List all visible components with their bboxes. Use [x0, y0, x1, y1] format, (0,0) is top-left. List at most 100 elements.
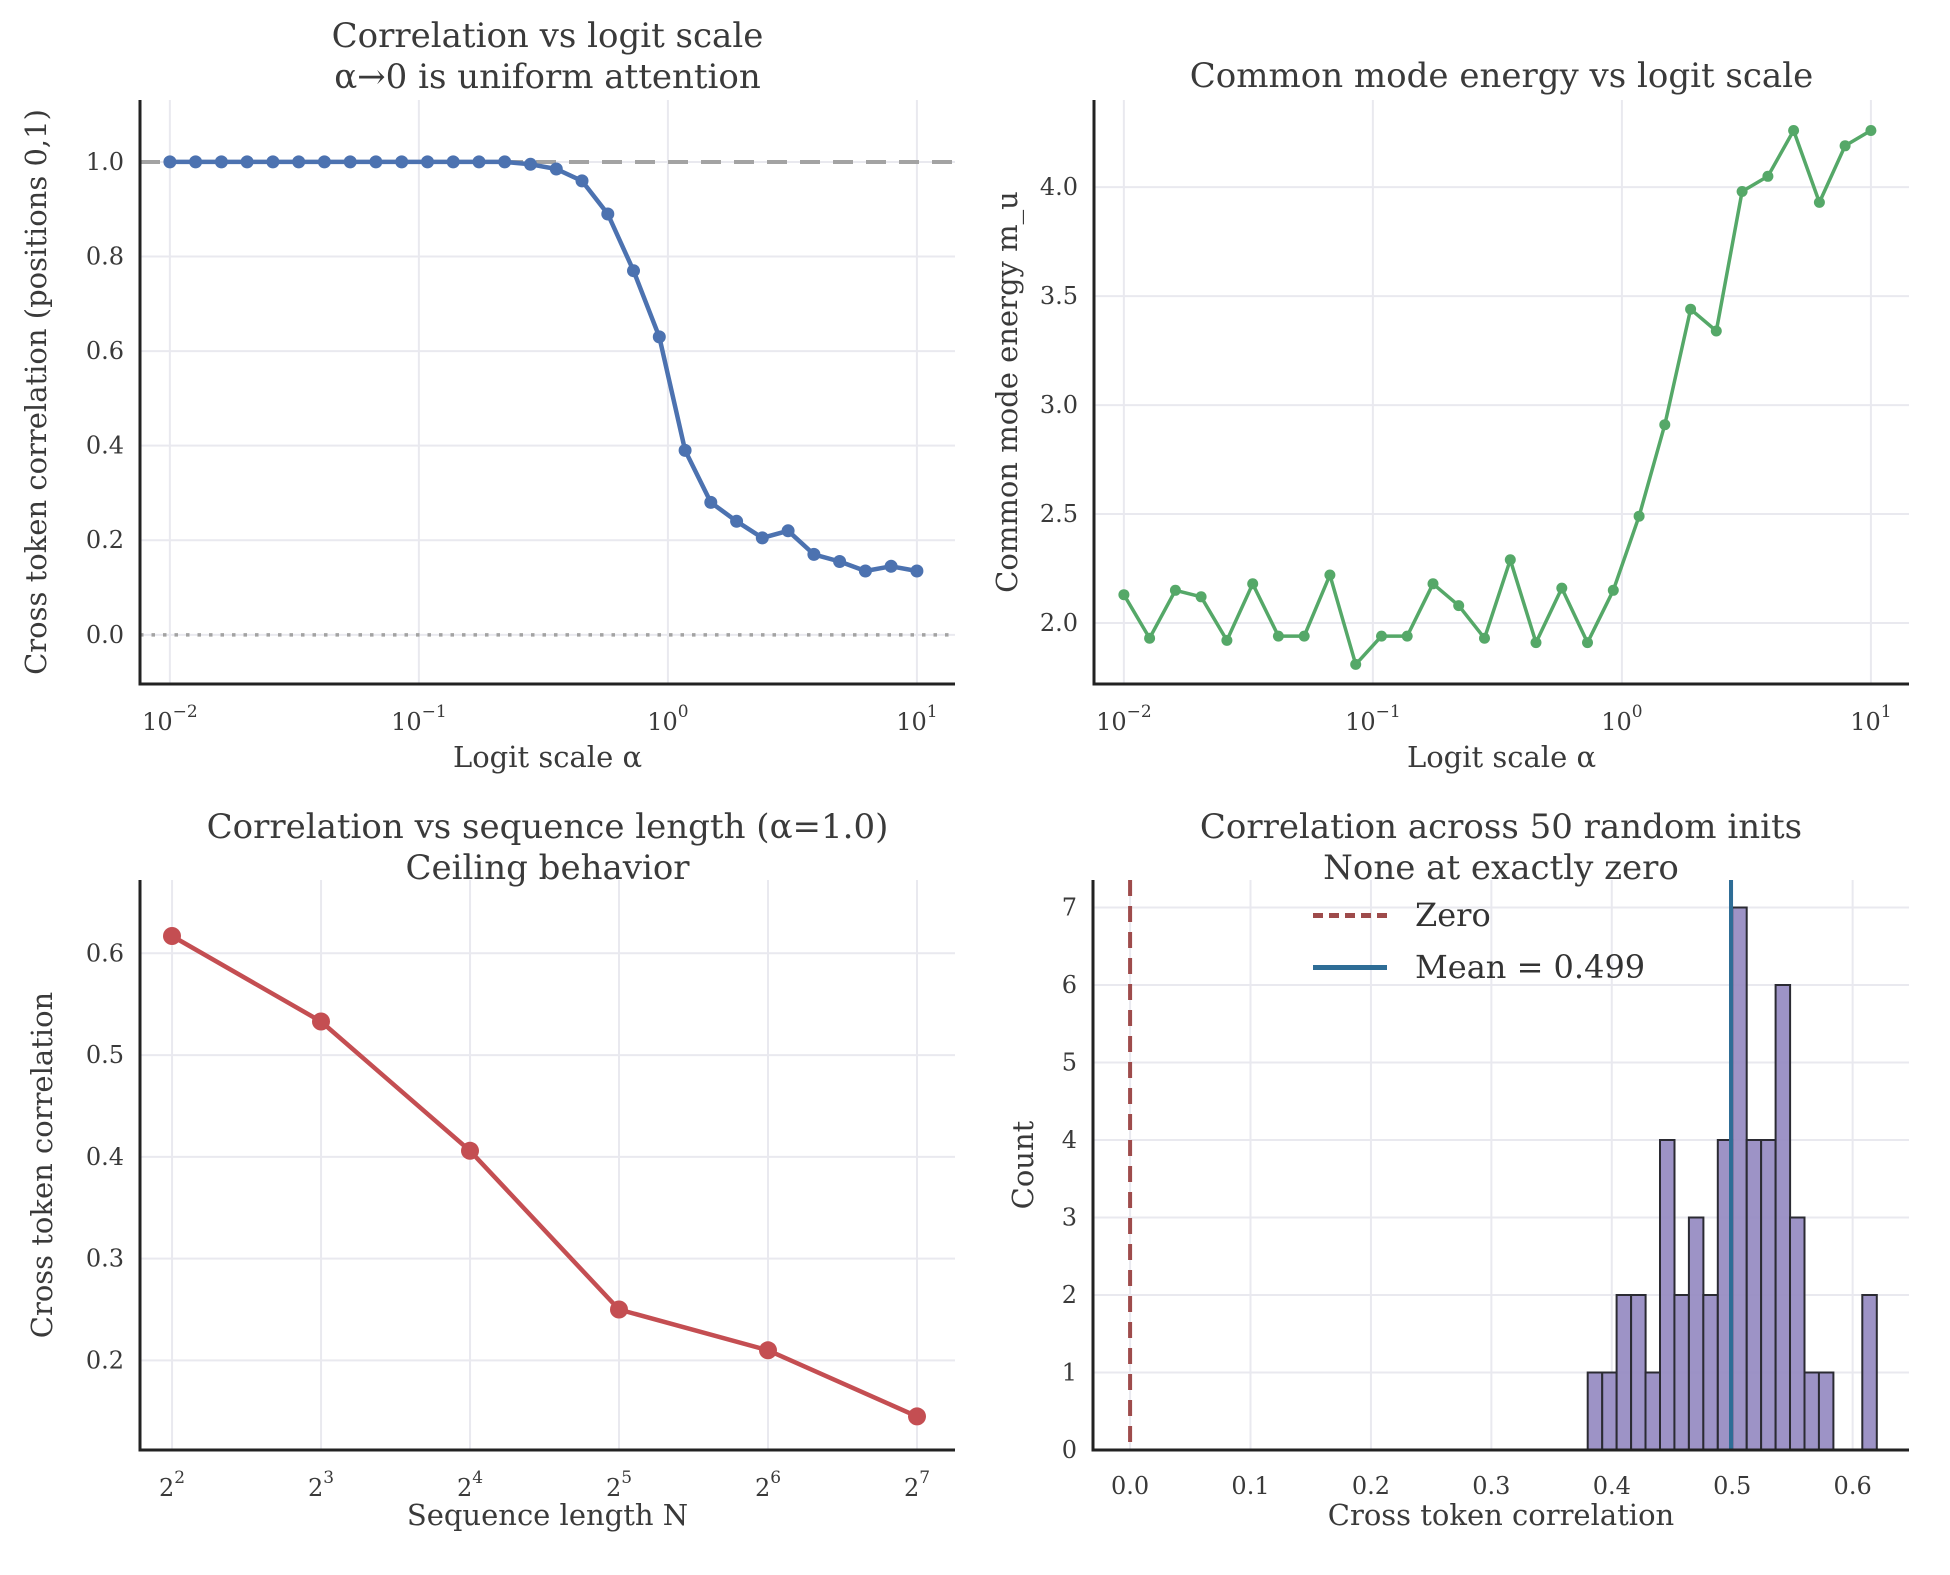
chart-title-line-2: Ceiling behavior — [405, 848, 690, 888]
data-point-marker — [214, 155, 228, 169]
chart-title: Common mode energy vs logit scale — [1094, 56, 1909, 97]
x-tick-label: 0.2 — [1352, 1472, 1390, 1500]
data-point-marker — [1221, 634, 1233, 646]
x-tick-label: 10−2 — [1096, 702, 1152, 736]
subplot-corr-vs-sequence-length: Correlation vs sequence length (α=1.0) C… — [0, 787, 975, 1575]
x-tick-label: 100 — [1601, 702, 1642, 736]
data-point-marker — [678, 443, 692, 457]
data-point-marker — [1607, 584, 1619, 596]
data-point-marker — [1144, 632, 1156, 644]
y-tick-label: 0 — [1062, 1436, 1077, 1464]
data-point-marker — [910, 564, 924, 578]
data-point-marker — [395, 155, 409, 169]
chart-title-line-2: α→0 is uniform attention — [334, 57, 761, 97]
histogram-bar — [1630, 1294, 1647, 1451]
data-point-marker — [908, 1407, 926, 1426]
histogram-bar — [1673, 1294, 1690, 1451]
chart-plot-area: 10−2 10−1 100 101 0.0 0.2 0.4 0.6 0.8 1.0 — [86, 100, 955, 736]
zero-line-legend-sample-icon — [1313, 912, 1387, 918]
data-point-marker — [1272, 630, 1284, 642]
data-point-marker — [1813, 196, 1825, 208]
y-tick-label: 1 — [1062, 1359, 1077, 1387]
x-tick-label: 10−1 — [391, 702, 447, 736]
y-tick-label: 4.0 — [1040, 173, 1078, 201]
histogram-bar — [1601, 1371, 1618, 1451]
y-tick-label: 1.0 — [86, 148, 124, 176]
data-point-marker — [1659, 419, 1671, 431]
data-point-marker — [1582, 637, 1593, 649]
x-tick-label: 23 — [308, 1468, 334, 1502]
subplot-corr-vs-logit-scale: Correlation vs logit scale α→0 is unifor… — [0, 0, 975, 788]
y-tick-label: 2.5 — [1040, 500, 1078, 528]
data-point-marker — [266, 155, 280, 169]
chart-title-line-1: Correlation vs sequence length (α=1.0) — [206, 807, 889, 847]
data-point-marker — [1195, 591, 1207, 603]
data-point-marker — [1504, 554, 1516, 566]
data-point-marker — [163, 927, 181, 945]
legend-item-mean: Mean = 0.499 — [1313, 941, 1645, 993]
data-point-marker — [807, 547, 821, 561]
data-point-marker — [524, 157, 537, 171]
histogram-bar — [1731, 906, 1748, 1451]
data-point-marker — [1685, 303, 1697, 315]
data-point-marker — [421, 155, 434, 169]
legend-label-zero: Zero — [1415, 896, 1491, 934]
chart-title: Correlation vs sequence length (α=1.0) C… — [140, 807, 955, 889]
data-point-marker — [292, 155, 306, 169]
data-point-marker — [858, 564, 872, 578]
y-tick-label: 0.4 — [86, 432, 124, 460]
data-point-marker — [1324, 569, 1336, 581]
data-point-marker — [1556, 582, 1568, 594]
data-point-marker — [1247, 578, 1259, 590]
x-tick-label: 101 — [1850, 702, 1891, 736]
chart-title-line-1: Correlation across 50 random inits — [1199, 807, 1803, 847]
x-tick-label: 10−2 — [142, 702, 198, 736]
data-point-marker — [755, 531, 769, 545]
data-point-marker — [1298, 630, 1310, 642]
histogram-bar — [1644, 1371, 1661, 1451]
x-tick-label: 0.3 — [1472, 1472, 1510, 1500]
chart-title-line-1: Common mode energy vs logit scale — [1189, 56, 1814, 96]
legend: Zero Mean = 0.499 — [1313, 889, 1645, 993]
data-point-marker — [833, 555, 847, 568]
data-point-marker — [1788, 125, 1800, 136]
data-point-marker — [759, 1341, 777, 1360]
legend-item-zero: Zero — [1313, 889, 1645, 941]
series-line — [169, 933, 920, 1419]
y-tick-label: 0.2 — [86, 526, 124, 554]
histogram-bar — [1760, 1139, 1777, 1451]
histogram-bar — [1745, 1139, 1763, 1451]
x-tick-label: 25 — [606, 1468, 632, 1502]
data-point-marker — [446, 155, 460, 169]
y-tick-label: 0.8 — [86, 243, 124, 271]
data-point-marker — [240, 155, 254, 169]
data-point-marker — [1350, 658, 1362, 670]
y-tick-label: 5 — [1062, 1049, 1077, 1077]
data-point-marker — [652, 330, 666, 344]
data-point-marker — [1865, 125, 1877, 136]
data-point-marker — [369, 155, 383, 169]
y-tick-label: 7 — [1062, 894, 1077, 922]
histogram-bar — [1659, 1139, 1676, 1451]
chart-plot-area: 22 23 24 25 26 27 0.2 0.3 0.4 0.5 0.6 — [86, 880, 955, 1502]
x-tick-label: 101 — [896, 702, 937, 736]
histogram-bar — [1702, 1294, 1719, 1451]
x-tick-label: 0.0 — [1111, 1472, 1149, 1500]
data-point-marker — [627, 264, 640, 278]
y-tick-label: 2 — [1062, 1281, 1077, 1309]
y-tick-label: 3.0 — [1040, 391, 1078, 419]
data-point-marker — [1427, 578, 1439, 590]
x-axis-label: Logit scale α — [452, 740, 643, 774]
data-point-marker — [601, 207, 615, 221]
x-tick-label: 100 — [647, 702, 688, 736]
histogram-bar — [1615, 1294, 1633, 1451]
data-point-marker — [498, 155, 512, 169]
data-point-marker — [343, 155, 357, 169]
data-point-marker — [189, 155, 203, 169]
data-point-marker — [1710, 325, 1722, 337]
x-tick-label: 27 — [904, 1468, 930, 1502]
data-point-marker — [163, 155, 177, 169]
series-line — [1122, 128, 1873, 667]
x-tick-label: 0.6 — [1834, 1472, 1872, 1500]
y-tick-label: 6 — [1062, 971, 1077, 999]
